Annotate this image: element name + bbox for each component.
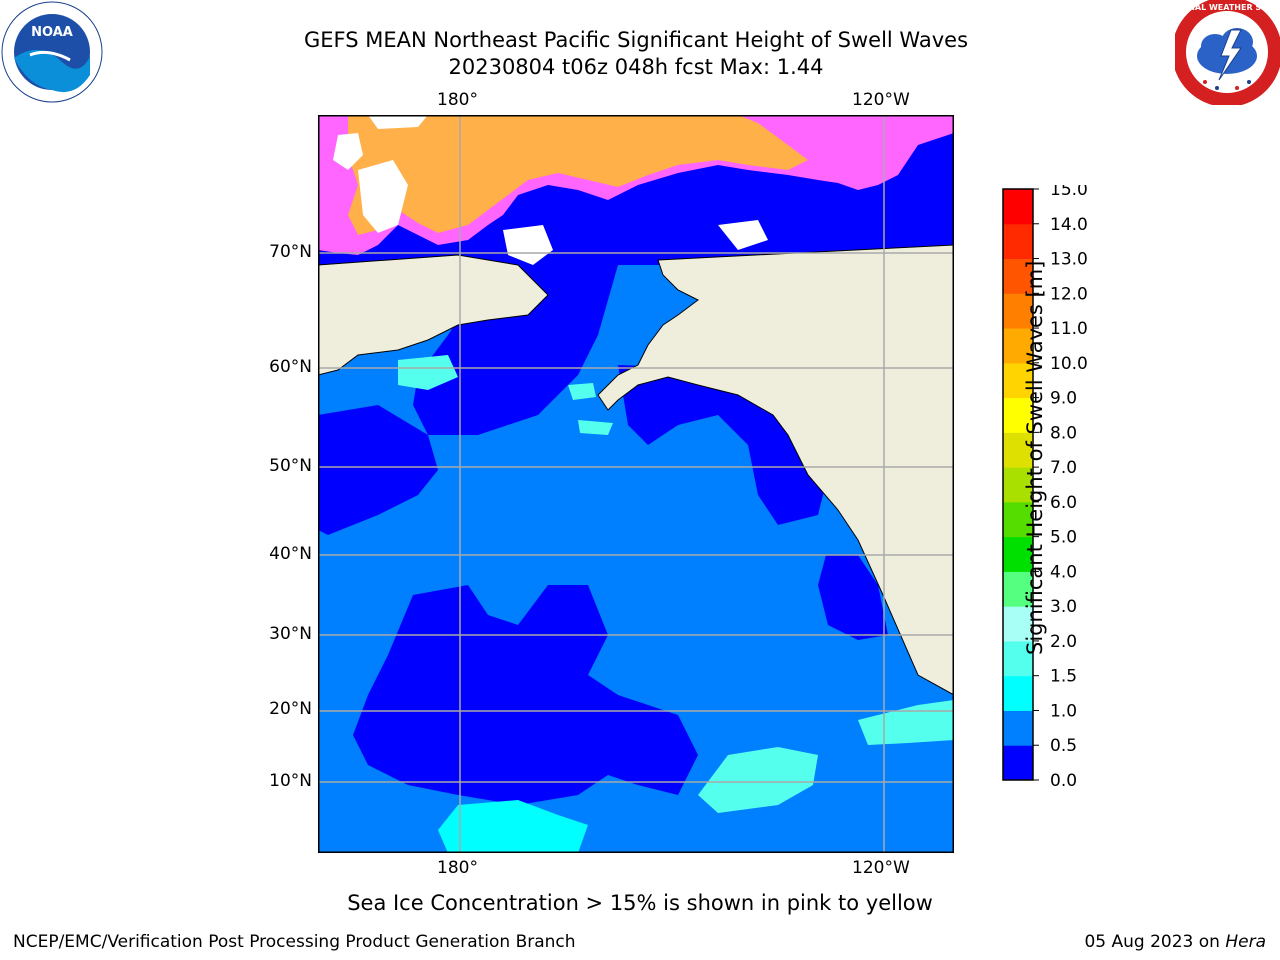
bering-sea-low: [413, 265, 618, 435]
colorbar-tick-label: 7.0: [1050, 458, 1077, 478]
colorbar-segment: [1003, 745, 1033, 781]
lat-label-70n: 70°N: [269, 242, 312, 262]
cyan-patch: [568, 383, 596, 400]
colorbar-tick-label: 11.0: [1050, 319, 1088, 339]
no-data-patch: [503, 225, 553, 265]
footer-date: 05 Aug 2023 on Hera: [1084, 932, 1266, 952]
footer-date-text: 05 Aug 2023 on: [1084, 932, 1220, 952]
chart-title: GEFS MEAN Northeast Pacific Significant …: [303, 28, 969, 52]
colorbar-segment: [1003, 710, 1033, 746]
colorbar-segment: [1003, 258, 1033, 294]
central-pacific-low: [353, 585, 698, 805]
colorbar-segment: [1003, 467, 1033, 503]
colorbar-segment: [1003, 362, 1033, 399]
swell-height-map: [318, 115, 954, 853]
colorbar-segment: [1003, 640, 1033, 677]
sea-ice-note: Sea Ice Concentration > 15% is shown in …: [347, 891, 933, 915]
colorbar-tick-label: 2.0: [1050, 632, 1077, 652]
footer-branch: NCEP/EMC/Verification Post Processing Pr…: [13, 932, 576, 952]
colorbar-tick-label: 15.0: [1050, 185, 1088, 200]
colorbar-segment: [1003, 293, 1033, 329]
no-data-patch: [368, 115, 428, 129]
colorbar-segment: [1003, 223, 1033, 260]
colorbar-segment: [1003, 328, 1033, 364]
lon-label-bottom-180: 180°: [437, 858, 478, 878]
cyan-patch-south: [438, 800, 588, 853]
sea-ice-orange: [348, 115, 808, 235]
colorbar-tick-label: 10.0: [1050, 354, 1088, 374]
colorbar-tick-label: 4.0: [1050, 562, 1077, 582]
noaa-logo-text: NOAA: [31, 25, 73, 40]
no-data-patch: [718, 220, 768, 250]
graticule: [318, 115, 954, 853]
no-data-patch: [333, 133, 363, 170]
colorbar-segment: [1003, 397, 1033, 433]
lat-label-50n: 50°N: [269, 456, 312, 476]
colorbar-border: [1002, 188, 1034, 781]
land-russia: [318, 254, 549, 376]
footer-machine: Hera: [1225, 932, 1266, 952]
colorbar-tick-label: 0.0: [1050, 771, 1077, 790]
lat-label-10n: 10°N: [269, 771, 312, 791]
nws-logo: NATIONAL WEATHER SERVICE: [1175, 0, 1280, 105]
colorbar-tick-label: 0.5: [1050, 736, 1077, 756]
colorbar-segment: [1003, 536, 1033, 572]
noaa-logo: NOAA: [1, 1, 103, 103]
colorbar-tick-label: 12.0: [1050, 284, 1088, 304]
colorbar-segment: [1003, 675, 1033, 711]
colorbar-segment: [1003, 571, 1033, 607]
lon-label-bottom-120w: 120°W: [852, 858, 910, 878]
nws-logo-text: NATIONAL WEATHER SERVICE: [1175, 3, 1280, 12]
no-data-patch: [358, 160, 408, 233]
colorbar-tick-label: 14.0: [1050, 215, 1088, 235]
colorbar-tick-label: 9.0: [1050, 389, 1077, 409]
colorbar-segment: [1003, 189, 1033, 225]
colorbar-segment: [1003, 432, 1033, 468]
chart-subtitle: 20230804 t06z 048h fcst Max: 1.44: [448, 55, 824, 79]
lon-label-top-180: 180°: [437, 90, 478, 110]
colorbar-tick-label: 3.0: [1050, 597, 1077, 617]
lon-label-top-120w: 120°W: [852, 90, 910, 110]
colorbar-segment: [1003, 501, 1033, 538]
lat-label-20n: 20°N: [269, 699, 312, 719]
land-north-america: [597, 244, 954, 696]
colorbar-tick-label: 5.0: [1050, 528, 1077, 548]
colorbar-tick-label: 1.5: [1050, 667, 1077, 687]
cyan-patch: [398, 355, 458, 390]
lat-label-30n: 30°N: [269, 624, 312, 644]
lat-label-60n: 60°N: [269, 357, 312, 377]
colorbar-tick-label: 8.0: [1050, 423, 1077, 443]
cyan-patch-south: [698, 747, 818, 813]
colorbar: 0.0 0.5 1.0 1.5 2.0 3.0 4.0 5.0 6.0 7.0 8.0 9.0 10.0…: [1002, 185, 1088, 790]
lat-label-40n: 40°N: [269, 544, 312, 564]
colorbar-title: Significant Height of Swell Waves [m]: [1023, 260, 1047, 655]
colorbar-segment: [1003, 606, 1033, 642]
nw-pacific-low: [318, 405, 438, 535]
colorbar-tick-label: 1.0: [1050, 701, 1077, 721]
colorbar-tick-label: 13.0: [1050, 250, 1088, 270]
colorbar-tick-label: 6.0: [1050, 493, 1077, 513]
california-low: [818, 555, 888, 640]
cyan-patch: [578, 420, 613, 435]
